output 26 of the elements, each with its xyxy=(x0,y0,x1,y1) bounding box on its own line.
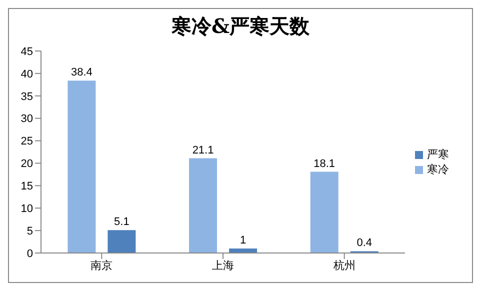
y-tick-label: 10 xyxy=(20,203,33,216)
y-tick-label: 0 xyxy=(26,248,33,260)
y-tick-label: 35 xyxy=(20,90,33,103)
data-label: 21.1 xyxy=(192,144,214,156)
data-label: 5.1 xyxy=(114,216,130,228)
x-tick-label: 南京 xyxy=(90,258,113,272)
bar xyxy=(108,230,136,253)
bar xyxy=(310,172,338,253)
chart-title: 寒冷&严寒天数 xyxy=(170,13,311,40)
y-tick-label: 25 xyxy=(20,136,33,148)
x-tick-label: 杭州 xyxy=(332,258,356,272)
data-label: 18.1 xyxy=(314,158,336,170)
y-tick-label: 40 xyxy=(20,68,33,80)
data-label: 38.4 xyxy=(70,66,92,79)
x-tick-label: 上海 xyxy=(212,258,234,272)
legend-label: 寒冷 xyxy=(427,164,449,176)
y-tick-label: 30 xyxy=(20,113,33,126)
y-tick-label: 45 xyxy=(20,46,33,58)
data-label: 1 xyxy=(240,234,246,247)
data-label: 0.4 xyxy=(356,237,372,250)
y-tick-label: 20 xyxy=(20,158,33,170)
y-tick-label: 15 xyxy=(20,180,33,193)
bar xyxy=(68,80,96,253)
y-tick-label: 5 xyxy=(26,225,33,238)
bar xyxy=(189,158,218,253)
legend-label: 严寒 xyxy=(427,149,449,161)
